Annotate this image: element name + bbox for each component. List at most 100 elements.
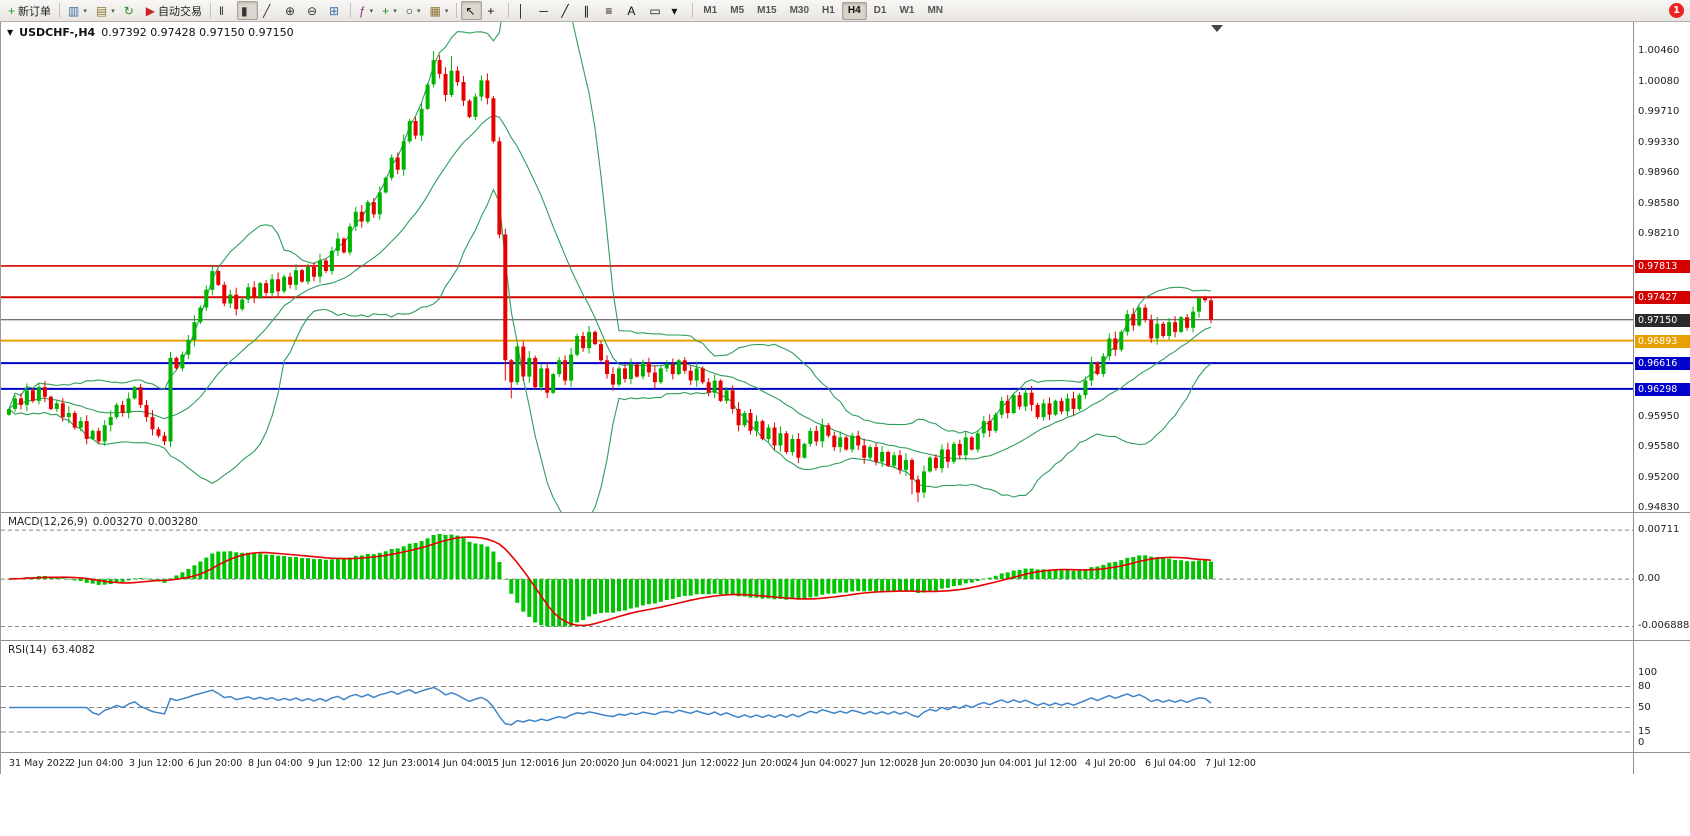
new-order-button[interactable]: + 新订单 <box>4 1 55 20</box>
indicators-icon: ƒ <box>358 3 366 18</box>
time-axis-label: 9 Jun 12:00 <box>308 758 363 769</box>
price-axis-label: 0.95580 <box>1638 441 1680 452</box>
time-axis-label: 8 Jun 04:00 <box>248 758 303 769</box>
price-badge: 0.96616 <box>1635 357 1690 370</box>
time-axis-label: 7 Jul 12:00 <box>1205 758 1256 769</box>
fibonacci-icon[interactable]: ≡ <box>601 1 622 20</box>
candlestick-chart[interactable] <box>1 22 1633 512</box>
crosshair-icon[interactable]: + <box>483 1 504 20</box>
line-chart-icon[interactable]: ╱ <box>259 1 280 20</box>
price-axis[interactable]: 1.00460 1.00080 0.99710 0.99330 0.98960 0.985… <box>1633 22 1690 513</box>
price-badge: 0.96298 <box>1635 383 1690 396</box>
price-axis-label: 0.98580 <box>1638 198 1680 209</box>
price-axis-label: 0.95200 <box>1638 472 1680 483</box>
channel-icon[interactable]: ∥ <box>579 1 600 20</box>
zoom-in-icon[interactable]: ⊕ <box>281 1 302 20</box>
time-axis[interactable]: 31 May 2022 2 Jun 04:00 3 Jun 12:00 6 Jun 2… <box>1 752 1690 774</box>
timeframe-m1-button[interactable]: M1 <box>697 2 723 20</box>
toolbar-separator <box>692 3 694 18</box>
refresh-icon: ↻ <box>123 3 134 18</box>
macd-axis-label: -0.006888 <box>1638 620 1690 631</box>
auto-trading-button-label: 自动交易 <box>157 5 202 18</box>
time-axis-label: 27 Jun 12:00 <box>846 758 907 769</box>
cursor-icon: ↖ <box>465 3 476 18</box>
vertical-line-icon: │ <box>517 3 525 18</box>
price-axis-label: 0.98960 <box>1638 167 1680 178</box>
timeframe-h4-button[interactable]: H4 <box>841 1 867 20</box>
price-axis-label: 0.95950 <box>1638 411 1680 422</box>
time-axis-label: 15 Jun 12:00 <box>487 758 548 769</box>
timeframe-d1-button[interactable]: D1 <box>868 2 893 20</box>
rsi-value: 63.4082 <box>51 644 96 656</box>
macd-chart[interactable] <box>1 513 1633 641</box>
chart-shift-triangle-icon <box>1211 25 1223 32</box>
notification-badge[interactable]: 1 <box>1669 3 1684 18</box>
time-axis-label: 30 Jun 04:00 <box>966 758 1027 769</box>
rsi-axis[interactable]: 100 80 50 15 0 <box>1633 641 1690 752</box>
dropdown-caret-icon: ▾ <box>416 7 421 15</box>
timeframe-m5-button[interactable]: M5 <box>724 2 750 20</box>
zoom-out-icon[interactable]: ⊖ <box>303 1 324 20</box>
vertical-line-icon[interactable]: │ <box>513 1 534 20</box>
zoom-in-icon: ⊕ <box>284 3 296 18</box>
bottom-filler <box>0 774 1690 836</box>
macd-axis-label: 0.00 <box>1638 573 1661 584</box>
rsi-label: RSI(14) 63.4082 <box>8 644 100 656</box>
profiles-icon[interactable]: ▤ ▾ <box>92 1 119 20</box>
bar-chart-icon: ‖ <box>218 3 224 18</box>
candlestick-chart-icon[interactable]: ▮ <box>236 1 258 20</box>
timeframe-m30-button[interactable]: M30 <box>784 2 815 20</box>
cursor-icon[interactable]: ↖ <box>461 1 483 20</box>
horizontal-line-icon[interactable]: ─ <box>535 1 556 20</box>
text-icon[interactable]: A <box>623 1 644 20</box>
tile-windows-icon: ⊞ <box>328 3 340 18</box>
time-axis-label: 28 Jun 20:00 <box>906 758 967 769</box>
new-chart-icon[interactable]: ▥ ▾ <box>64 1 91 20</box>
indicators-icon[interactable]: ƒ ▾ <box>355 1 377 20</box>
arrows-icon[interactable]: ▾ <box>667 1 688 20</box>
dropdown-caret-icon: ▾ <box>111 7 115 15</box>
channel-icon: ∥ <box>583 3 590 18</box>
time-axis-label: 6 Jun 20:00 <box>188 758 243 769</box>
time-axis-label: 22 Jun 20:00 <box>727 758 788 769</box>
line-chart-icon: ╱ <box>262 3 271 18</box>
rsi-axis-label: 100 <box>1638 667 1658 678</box>
price-badge: 0.96893 <box>1635 335 1690 348</box>
macd-axis[interactable]: 0.00711 0.00 -0.006888 <box>1633 513 1690 640</box>
trendline-icon[interactable]: ╱ <box>557 1 578 20</box>
arrows-icon: ▾ <box>671 3 678 18</box>
time-axis-label: 14 Jun 04:00 <box>428 758 489 769</box>
main-toolbar: + 新订单 ▥ ▾ ▤ ▾ ↻ ▶ 自动交易 ‖ ▮ ╱ ⊕ ⊖ ⊞ ƒ ▾ + ▾ ○ ▾ ▦ ▾ ↖ + │ ─ ╱ ∥ ≡ A ▭ ▾ M1… <box>0 0 1690 22</box>
toolbar-separator <box>349 3 351 18</box>
timeframe-mn-button[interactable]: MN <box>921 2 949 20</box>
dropdown-caret-icon: ▾ <box>444 7 449 15</box>
chart-symbol-label: USDCHF-,H4 <box>19 26 96 39</box>
refresh-icon[interactable]: ↻ <box>120 1 141 20</box>
price-badge: 0.97150 <box>1635 314 1690 327</box>
timeframe-h1-button[interactable]: H1 <box>816 2 841 20</box>
new-order-icon: + <box>8 3 16 18</box>
rsi-axis-label: 15 <box>1638 726 1651 737</box>
rsi-chart[interactable] <box>1 641 1633 753</box>
period-icon[interactable]: ○ ▾ <box>402 1 425 20</box>
label-icon[interactable]: ▭ <box>645 1 666 20</box>
macd-signal-value: 0.003280 <box>147 516 198 528</box>
timeframe-m15-button[interactable]: M15 <box>751 2 782 20</box>
macd-name: MACD(12,26,9) <box>8 516 88 528</box>
price-badge: 0.97427 <box>1635 291 1690 304</box>
time-axis-label: 21 Jun 12:00 <box>667 758 728 769</box>
tile-windows-icon[interactable]: ⊞ <box>325 1 346 20</box>
price-axis-label: 0.99330 <box>1638 137 1680 148</box>
price-axis-label: 0.99710 <box>1638 106 1680 117</box>
price-badge: 0.97813 <box>1635 260 1690 273</box>
auto-trading-icon: ▶ <box>145 3 155 18</box>
price-axis-label: 0.94830 <box>1638 502 1680 513</box>
time-axis-label: 3 Jun 12:00 <box>129 758 184 769</box>
timeframe-w1-button[interactable]: W1 <box>893 2 920 20</box>
chart-context-icon[interactable]: ▼ <box>7 28 14 37</box>
templates-icon[interactable]: ▦ ▾ <box>425 1 452 20</box>
add-indicator-icon[interactable]: + ▾ <box>378 1 401 20</box>
bar-chart-icon[interactable]: ‖ <box>215 1 236 20</box>
chart-title-bar: ▼ USDCHF-,H4 0.97392 0.97428 0.97150 0.9… <box>7 26 294 39</box>
auto-trading-button[interactable]: ▶ 自动交易 <box>142 1 206 20</box>
